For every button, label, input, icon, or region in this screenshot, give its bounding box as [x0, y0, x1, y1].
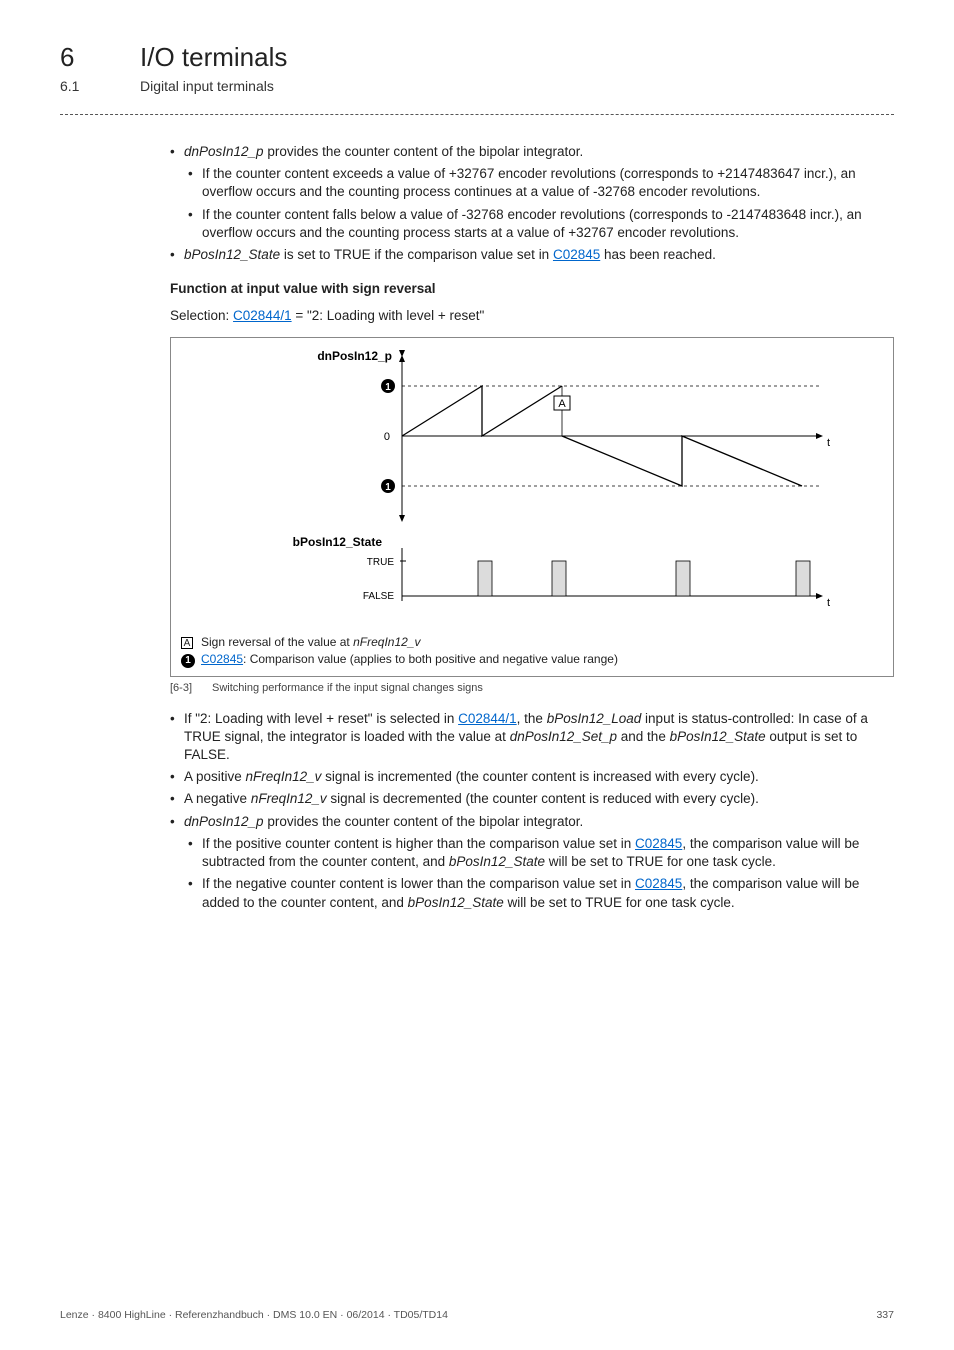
bullet-item: • A positive nFreqIn12_v signal is incre…: [170, 768, 894, 786]
param-link[interactable]: C02845: [553, 247, 600, 262]
sub-bullet-item: • If the counter content exceeds a value…: [188, 165, 894, 201]
svg-text:FALSE: FALSE: [363, 591, 394, 602]
bullet-item: • If "2: Loading with level + reset" is …: [170, 710, 894, 765]
param-link[interactable]: C02845: [201, 652, 243, 666]
paragraph: Selection: C02844/1 = "2: Loading with l…: [170, 307, 894, 325]
param-link[interactable]: C02845: [635, 836, 682, 851]
section-number: 6.1: [60, 77, 140, 96]
chapter-number: 6: [60, 40, 140, 75]
svg-text:1: 1: [385, 482, 391, 493]
bullet-item: • dnPosIn12_p provides the counter conte…: [170, 813, 894, 831]
param-link[interactable]: C02844/1: [233, 308, 292, 323]
separator: [60, 114, 894, 115]
timing-diagram: 0 t dnPosIn12_p 1 1 A bPosIn12_State: [181, 346, 883, 626]
bullet-text: has been reached.: [600, 247, 716, 262]
svg-text:0: 0: [384, 431, 390, 443]
param-link[interactable]: C02845: [635, 876, 682, 891]
svg-text:bPosIn12_State: bPosIn12_State: [293, 535, 383, 549]
page-number: 337: [876, 1308, 894, 1322]
legend-marker-a: A: [181, 637, 193, 649]
section-heading: Function at input value with sign revers…: [170, 280, 894, 298]
sub-bullet-item: • If the counter content falls below a v…: [188, 206, 894, 242]
figure-legend: A Sign reversal of the value at nFreqIn1…: [181, 634, 883, 668]
bullet-text: provides the counter content of the bipo…: [264, 144, 584, 159]
bullet-item: • bPosIn12_State is set to TRUE if the c…: [170, 246, 894, 264]
figure-container: 0 t dnPosIn12_p 1 1 A bPosIn12_State: [170, 337, 894, 677]
footer-left: Lenze · 8400 HighLine · Referenzhandbuch…: [60, 1308, 448, 1322]
svg-text:t: t: [827, 437, 830, 449]
page-footer: Lenze · 8400 HighLine · Referenzhandbuch…: [60, 1308, 894, 1322]
figure-caption: [6-3] Switching performance if the input…: [170, 681, 894, 696]
bullet-item: • A negative nFreqIn12_v signal is decre…: [170, 790, 894, 808]
var-name: bPosIn12_State: [184, 247, 280, 262]
sub-bullet-item: • If the negative counter content is low…: [188, 875, 894, 911]
bullet-text: If the counter content falls below a val…: [202, 206, 894, 242]
svg-text:t: t: [827, 597, 830, 609]
var-name: dnPosIn12_p: [184, 144, 264, 159]
svg-text:TRUE: TRUE: [367, 557, 395, 568]
chapter-title: I/O terminals: [140, 40, 287, 75]
svg-text:dnPosIn12_p: dnPosIn12_p: [317, 349, 392, 363]
bullet-item: • dnPosIn12_p provides the counter conte…: [170, 143, 894, 161]
svg-text:A: A: [558, 398, 566, 410]
svg-text:1: 1: [385, 382, 391, 393]
bullet-text: is set to TRUE if the comparison value s…: [280, 247, 553, 262]
section-title: Digital input terminals: [140, 77, 274, 96]
legend-marker-1: 1: [181, 654, 195, 668]
bullet-text: If the counter content exceeds a value o…: [202, 165, 894, 201]
param-link[interactable]: C02844/1: [458, 711, 517, 726]
sub-bullet-item: • If the positive counter content is hig…: [188, 835, 894, 871]
